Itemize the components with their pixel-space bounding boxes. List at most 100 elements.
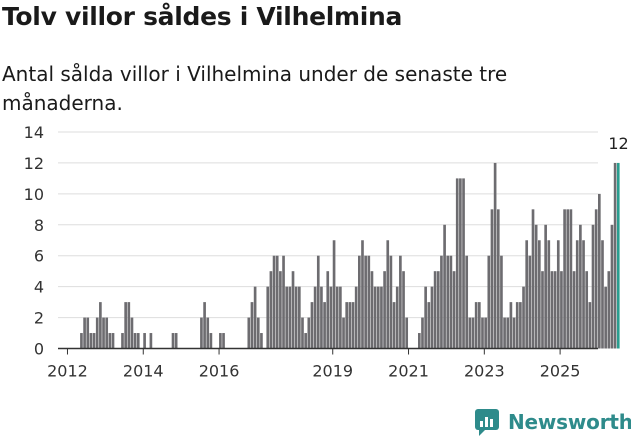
bar [282,255,285,349]
bar [345,302,349,349]
bar [256,317,260,349]
bar [80,333,83,349]
x-tick-label: 2014 [123,362,164,381]
bar [130,317,134,349]
bar-highlight [616,162,620,349]
x-tick-label: 2012 [47,362,88,381]
bar [323,302,326,349]
bar [200,317,203,349]
bar [563,209,566,349]
bar [512,317,516,349]
bar [610,224,614,349]
bar [496,209,500,349]
bar [383,271,386,349]
bar [613,162,617,349]
bar [174,333,178,349]
bar [601,240,604,349]
bar [358,255,361,349]
bar [430,286,434,349]
bar [525,240,529,349]
bar [376,286,380,349]
highlight-value-label: 12 [608,134,628,153]
bar [395,286,399,349]
y-tick-label: 2 [34,309,44,328]
bar [503,317,506,349]
bar [171,333,175,349]
bar [108,333,112,349]
bar [468,317,472,349]
bar [272,255,276,349]
bar [484,317,487,349]
bar [487,255,491,349]
bar [361,240,364,349]
bar [307,317,311,349]
bar [342,317,345,349]
bar [354,286,358,349]
bar [253,286,257,349]
bar [604,286,607,349]
bar [329,286,333,349]
bar [275,255,279,349]
bar [541,271,544,349]
bar [588,302,592,349]
y-tick-label: 10 [24,185,44,204]
bar [560,271,563,349]
x-tick-label: 2016 [199,362,240,381]
bar [402,271,405,349]
bar [515,302,519,349]
y-tick-label: 4 [34,278,44,297]
bar [465,255,469,349]
bar [544,224,547,349]
bar [455,178,459,349]
bar [209,333,213,349]
bar [506,317,510,349]
bar [531,209,535,349]
bar [294,286,298,349]
newsworthy-brand[interactable]: Newsworthy [475,407,631,437]
bar [598,193,601,349]
chart-subtitle: Antal sålda villor i Vilhelmina under de… [2,62,508,115]
bar [335,286,339,349]
bar [206,317,210,349]
bar [471,317,475,349]
bar [316,255,320,349]
bar [424,286,427,349]
bar [121,333,124,349]
bar [585,271,589,349]
bar [474,302,478,349]
bar [389,255,393,349]
bar [95,317,99,349]
bar [127,302,131,349]
bar [124,302,127,349]
bar [528,255,532,349]
bar [433,271,437,349]
bar [313,286,317,349]
bar [285,286,289,349]
bar [538,240,541,349]
bar [269,271,273,349]
brand-name: Newsworthy [508,410,631,434]
y-tick-label: 6 [34,247,44,266]
bar [351,302,355,349]
bar [86,317,90,349]
x-tick-label: 2023 [464,362,505,381]
bar [553,271,557,349]
bar [298,286,301,349]
bar [373,286,377,349]
bar [203,302,206,349]
labels: 0 2 4 6 8 10 12 14 2012 2014 2016 2019 2021 2023 2025 1… [24,123,629,381]
bar [260,333,263,349]
bar [556,240,560,349]
bar [83,317,86,349]
bar [522,286,525,349]
bar [247,317,251,349]
bar [478,302,481,349]
bar [452,271,456,349]
bar [569,209,573,349]
bar [509,302,513,349]
bar [222,333,225,349]
y-tick-label: 0 [34,340,44,359]
bar [92,333,96,349]
bar [534,224,538,349]
bar [566,209,570,349]
